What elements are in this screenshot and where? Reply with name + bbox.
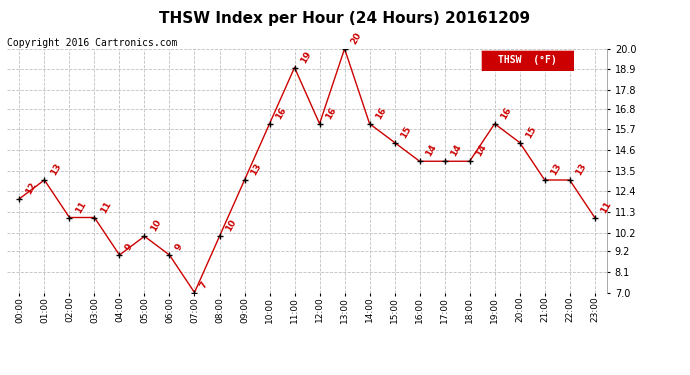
Text: 10: 10 <box>148 218 163 234</box>
Text: 16: 16 <box>499 106 513 121</box>
Text: 13: 13 <box>574 162 588 177</box>
Text: 16: 16 <box>324 106 338 121</box>
Text: 20: 20 <box>348 31 363 46</box>
Text: 15: 15 <box>524 124 538 140</box>
Text: 13: 13 <box>549 162 563 177</box>
Text: 12: 12 <box>23 181 38 196</box>
Text: 11: 11 <box>99 200 112 215</box>
Text: 14: 14 <box>474 143 488 159</box>
Text: Copyright 2016 Cartronics.com: Copyright 2016 Cartronics.com <box>7 38 177 48</box>
Text: 9: 9 <box>124 242 135 252</box>
Text: 16: 16 <box>374 106 388 121</box>
Text: 13: 13 <box>48 162 63 177</box>
Text: 10: 10 <box>224 218 237 234</box>
Text: 11: 11 <box>74 200 88 215</box>
Text: 13: 13 <box>248 162 263 177</box>
Text: 16: 16 <box>274 106 288 121</box>
Text: 9: 9 <box>174 242 185 252</box>
Text: 11: 11 <box>599 200 613 215</box>
Text: 19: 19 <box>299 49 313 65</box>
Text: THSW Index per Hour (24 Hours) 20161209: THSW Index per Hour (24 Hours) 20161209 <box>159 11 531 26</box>
Text: 14: 14 <box>448 143 463 159</box>
Text: 15: 15 <box>399 124 413 140</box>
Text: 14: 14 <box>424 143 438 159</box>
Text: 7: 7 <box>199 280 210 290</box>
